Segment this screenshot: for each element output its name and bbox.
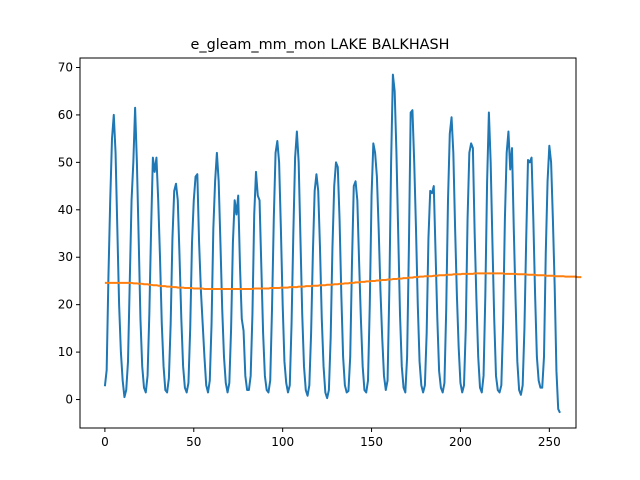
- y-axis: 0 10 20 30 40 50 60 70: [58, 60, 80, 407]
- y-tick-label: 40: [58, 203, 73, 217]
- y-tick-label: 10: [58, 345, 73, 359]
- plot-area: [79, 57, 582, 429]
- y-tick-label: 0: [65, 393, 73, 407]
- x-axis: 0 50 100 150 200 250: [101, 428, 561, 449]
- x-tick-label: 0: [101, 435, 109, 449]
- axes-frame: [79, 57, 577, 429]
- x-tick-label: 250: [538, 435, 561, 449]
- series-layer: [103, 73, 582, 414]
- series-line-1: [103, 73, 561, 414]
- x-tick-label: 100: [271, 435, 294, 449]
- x-tick-label: 50: [186, 435, 201, 449]
- x-tick-label: 200: [449, 435, 472, 449]
- y-tick-label: 60: [58, 108, 73, 122]
- y-tick-label: 50: [58, 155, 73, 169]
- y-tick-label: 70: [58, 60, 73, 74]
- x-tick-label: 150: [360, 435, 383, 449]
- y-tick-label: 20: [58, 298, 73, 312]
- y-tick-label: 30: [58, 250, 73, 264]
- series-line-2: [104, 272, 582, 291]
- chart-title: e_gleam_mm_mon LAKE BALKHASH: [191, 37, 450, 53]
